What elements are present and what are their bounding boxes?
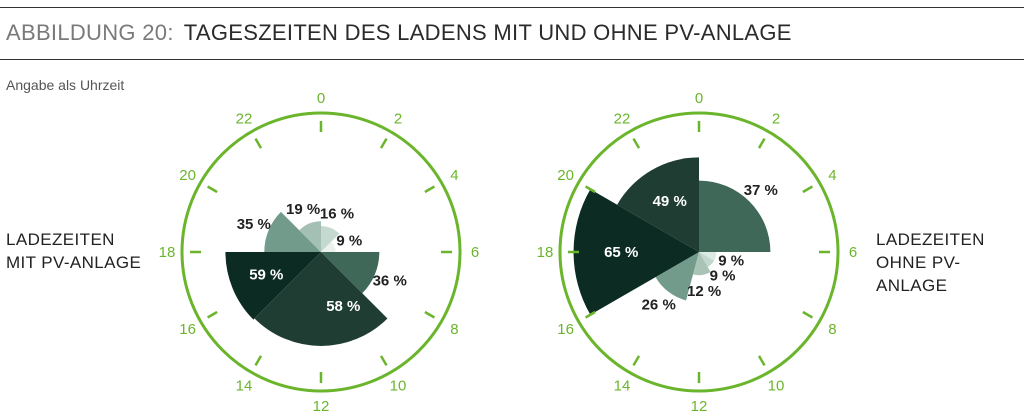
slice-label-with-pv-21: 19 % [286, 201, 320, 218]
clock-ring-with-pv [180, 111, 462, 393]
hour-label-with-pv-18: 18 [159, 244, 176, 261]
hour-label-with-pv-0: 0 [317, 90, 325, 107]
slice-label-with-pv-3: 9 % [336, 232, 362, 249]
title-rule [0, 59, 1024, 60]
hour-label-with-pv-20: 20 [179, 167, 196, 184]
slice-label-without-pv-20: 49 % [653, 193, 687, 210]
slice-without-pv-13-16 [655, 252, 699, 301]
chart-label-without-pv: LADEZEITEN OHNE PV-ANLAGE [876, 228, 1024, 297]
slice-without-pv-0-6 [699, 180, 771, 252]
clock-tick-without-pv-16 [584, 310, 596, 319]
slice-label-with-pv-9: 58 % [326, 298, 360, 315]
clock-tick-with-pv-2 [379, 137, 388, 149]
clock-tick-without-pv-22 [632, 137, 641, 149]
hour-label-without-pv-2: 2 [772, 111, 780, 128]
slice-without-pv-10-13 [693, 252, 711, 276]
clock-chart-without-pv: 37 %9 %9 %12 %26 %65 %49 %02468101214161… [537, 90, 858, 415]
slice-label-with-pv-6: 36 % [373, 272, 407, 289]
chart-label-with-pv: LADEZEITEN MIT PV-ANLAGE [6, 228, 141, 274]
top-rule [0, 7, 1024, 8]
hour-label-without-pv-16: 16 [557, 321, 574, 338]
clock-ring-without-pv [558, 111, 840, 393]
clock-tick-with-pv-8 [424, 310, 436, 319]
slice-label-without-pv-8: 9 % [710, 268, 736, 285]
hour-label-without-pv-10: 10 [768, 377, 785, 394]
slice-label-without-pv-16: 65 % [604, 244, 638, 261]
hour-label-without-pv-4: 4 [828, 167, 836, 184]
clock-tick-without-pv-2 [757, 137, 766, 149]
chart-label-with-pv-line1: LADEZEITEN [6, 230, 115, 249]
clock-tick-with-pv-14 [254, 355, 263, 367]
clock-tick-without-pv-10 [757, 355, 766, 367]
clock-tick-with-pv-10 [379, 355, 388, 367]
clock-tick-without-pv-4 [802, 185, 814, 194]
figure-title: ABBILDUNG 20: TAGESZEITEN DES LADENS MIT … [6, 18, 792, 48]
clock-tick-with-pv-22 [254, 137, 263, 149]
hour-label-with-pv-16: 16 [179, 321, 196, 338]
slice-label-with-pv-0: 16 % [320, 205, 354, 222]
hour-label-without-pv-8: 8 [828, 321, 836, 338]
clock-tick-with-pv-16 [206, 310, 218, 319]
hour-label-without-pv-20: 20 [557, 167, 574, 184]
slice-with-pv-18-21 [264, 211, 321, 252]
hour-label-with-pv-12: 12 [313, 398, 330, 415]
hour-label-without-pv-18: 18 [537, 244, 554, 261]
figure-title-text: TAGESZEITEN DES LADENS MIT UND OHNE PV-A… [183, 20, 792, 45]
slice-label-without-pv-10: 12 % [687, 283, 721, 300]
slice-with-pv-15-18 [225, 252, 321, 320]
hour-label-with-pv-10: 10 [390, 377, 407, 394]
clock-chart-with-pv: 16 % 9 % 36 % 58 % 59 % 35 % 19 % 0 2 4 6 8 10 12 14 16… [159, 90, 480, 415]
slice-without-pv-16-20 [573, 189, 699, 315]
slice-label-with-pv-18: 35 % [237, 216, 271, 233]
slice-with-pv-3-6 [321, 241, 336, 252]
slice-label-with-pv-15: 59 % [249, 267, 283, 284]
hour-label-with-pv-4: 4 [450, 167, 458, 184]
hour-label-with-pv-8: 8 [450, 321, 458, 338]
slice-label-without-pv-0: 37 % [744, 182, 778, 199]
slice-without-pv-8-10 [699, 252, 715, 268]
hour-label-with-pv-2: 2 [394, 111, 402, 128]
hour-label-without-pv-14: 14 [614, 377, 631, 394]
chart-label-with-pv-line2: MIT PV-ANLAGE [6, 253, 142, 272]
hour-label-without-pv-22: 22 [614, 111, 631, 128]
slice-without-pv-20-24 [617, 157, 699, 252]
figure-label: ABBILDUNG 20: [6, 20, 174, 45]
clock-tick-without-pv-8 [802, 310, 814, 319]
chart-label-without-pv-line2: OHNE PV-ANLAGE [876, 253, 961, 295]
hour-label-without-pv-12: 12 [691, 398, 708, 415]
hour-label-without-pv-6: 6 [849, 244, 857, 261]
clock-tick-without-pv-20 [584, 185, 596, 194]
hour-label-without-pv-0: 0 [695, 90, 703, 107]
hour-label-with-pv-14: 14 [236, 377, 253, 394]
clock-tick-without-pv-14 [632, 355, 641, 367]
subtitle: Angabe als Uhrzeit [6, 77, 125, 93]
hour-label-with-pv-22: 22 [236, 111, 253, 128]
slice-with-pv-0-3 [321, 226, 340, 252]
slice-label-without-pv-13: 26 % [642, 297, 676, 314]
chart-label-without-pv-line1: LADEZEITEN [876, 230, 985, 249]
slice-label-without-pv-6: 9 % [718, 253, 744, 270]
slice-with-pv-21-24 [299, 221, 321, 252]
slice-with-pv-12-15 [254, 252, 321, 346]
hour-label-with-pv-6: 6 [471, 244, 479, 261]
slice-with-pv-9-12 [321, 252, 388, 346]
slice-without-pv-6-8 [699, 252, 717, 261]
clock-tick-with-pv-4 [424, 185, 436, 194]
slice-with-pv-6-9 [321, 252, 380, 294]
clock-tick-with-pv-20 [206, 185, 218, 194]
